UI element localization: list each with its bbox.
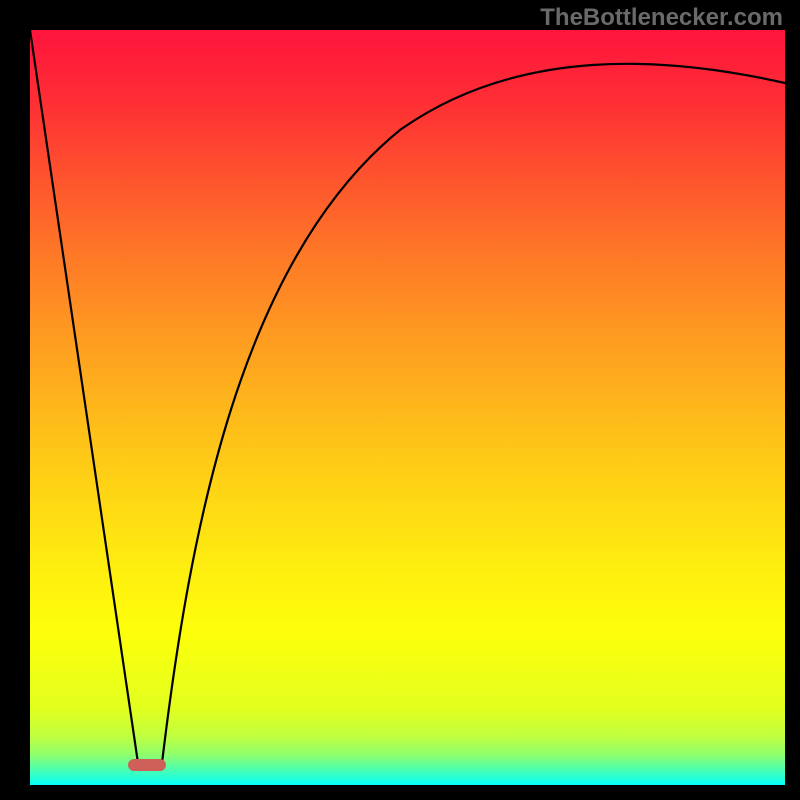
chart-container: TheBottlenecker.com — [0, 0, 800, 800]
optimal-marker — [128, 759, 166, 771]
plot-area — [30, 30, 785, 785]
bottleneck-curve — [0, 0, 800, 800]
watermark-text: TheBottlenecker.com — [540, 4, 783, 32]
